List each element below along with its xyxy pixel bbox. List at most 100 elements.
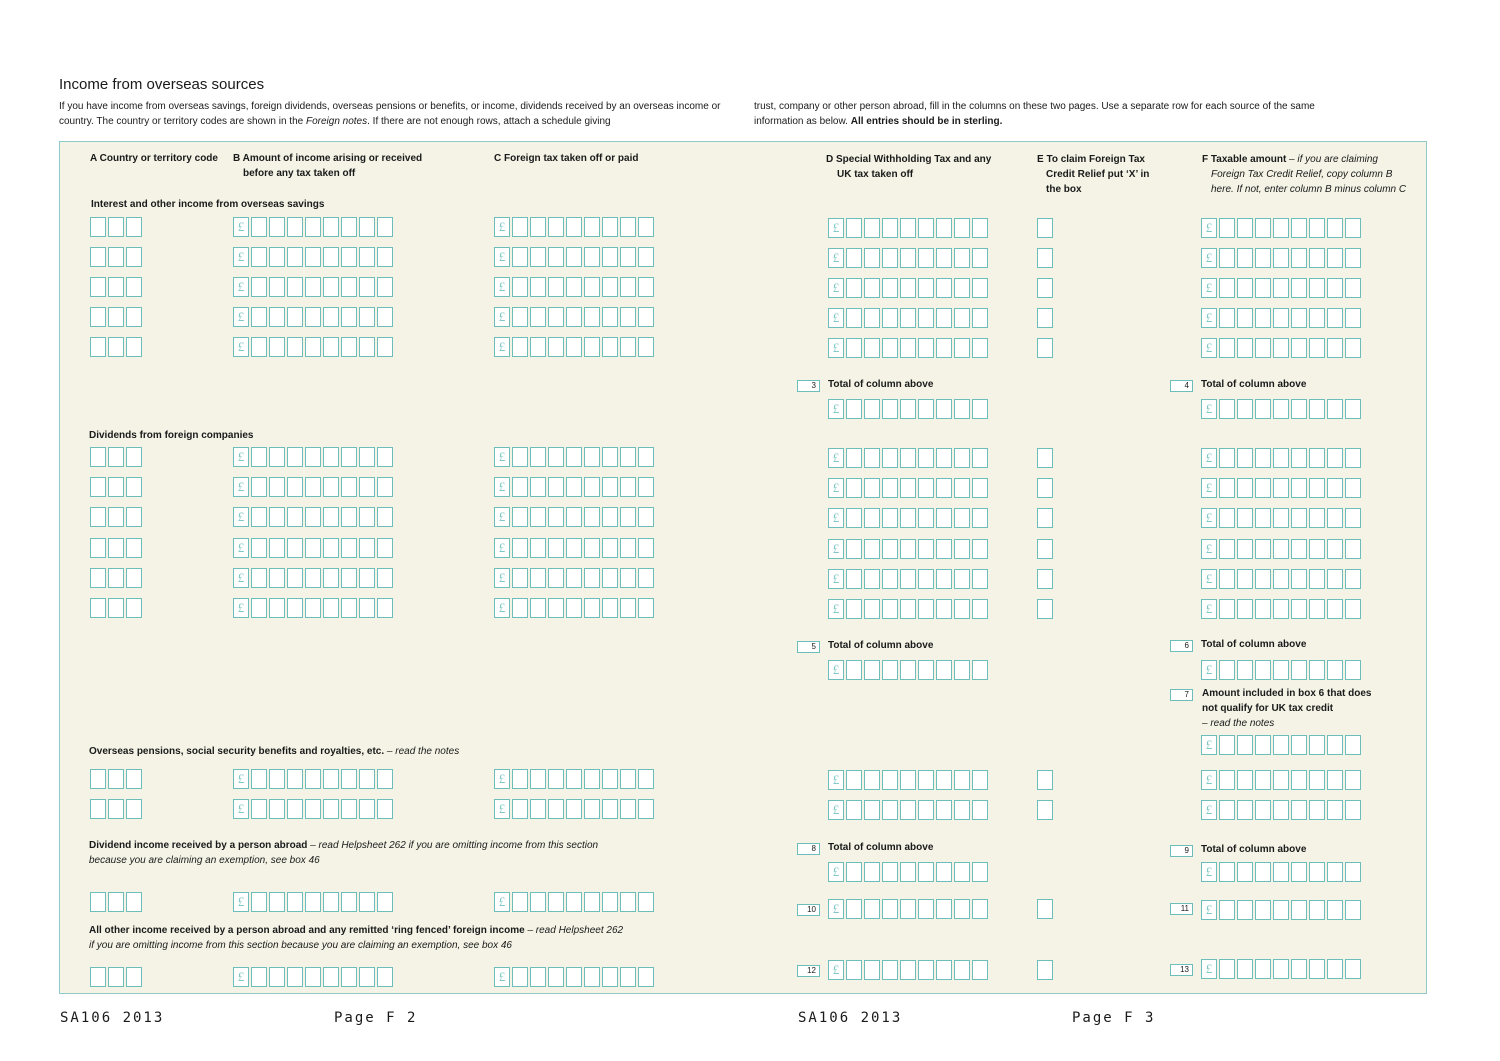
ftcr-checkbox[interactable] — [1037, 508, 1053, 528]
digit-box[interactable] — [90, 477, 106, 497]
digit-box[interactable] — [1255, 959, 1271, 979]
digit-box[interactable] — [882, 308, 898, 328]
digit-box[interactable] — [954, 599, 970, 619]
digit-box[interactable] — [846, 862, 862, 882]
digit-box[interactable] — [620, 247, 636, 267]
digit-box[interactable] — [972, 569, 988, 589]
digit-box[interactable] — [90, 538, 106, 558]
digit-box[interactable] — [1291, 569, 1307, 589]
digit-box[interactable] — [1237, 660, 1253, 680]
digit-box[interactable] — [846, 800, 862, 820]
digit-box[interactable] — [620, 892, 636, 912]
digit-box[interactable] — [620, 538, 636, 558]
taxable-amount-field[interactable]: £ — [1201, 218, 1361, 238]
digit-box[interactable] — [512, 477, 528, 497]
digit-box[interactable] — [287, 277, 303, 297]
digit-box[interactable] — [638, 799, 654, 819]
digit-box[interactable] — [126, 247, 142, 267]
digit-box[interactable] — [1291, 599, 1307, 619]
digit-box[interactable] — [1345, 900, 1361, 920]
digit-box[interactable] — [1037, 800, 1053, 820]
digit-box[interactable] — [1291, 448, 1307, 468]
digit-box[interactable] — [251, 892, 267, 912]
amount-income-field[interactable]: £ — [233, 307, 393, 327]
digit-box[interactable] — [1273, 770, 1289, 790]
digit-box[interactable] — [1255, 599, 1271, 619]
digit-box[interactable] — [954, 660, 970, 680]
digit-box[interactable] — [1219, 278, 1235, 298]
digit-box[interactable] — [584, 277, 600, 297]
digit-box[interactable] — [1237, 900, 1253, 920]
digit-box[interactable] — [566, 967, 582, 987]
country-code-field[interactable] — [90, 769, 142, 789]
digit-box[interactable] — [1345, 800, 1361, 820]
digit-box[interactable] — [126, 568, 142, 588]
ftcr-checkbox[interactable] — [1037, 960, 1053, 980]
digit-box[interactable] — [918, 800, 934, 820]
digit-box[interactable] — [126, 217, 142, 237]
digit-box[interactable] — [1219, 660, 1235, 680]
digit-box[interactable] — [323, 247, 339, 267]
digit-box[interactable] — [638, 507, 654, 527]
foreign-tax-field[interactable]: £ — [494, 337, 654, 357]
digit-box[interactable] — [1037, 448, 1053, 468]
digit-box[interactable] — [638, 769, 654, 789]
digit-box[interactable] — [323, 598, 339, 618]
digit-box[interactable] — [377, 598, 393, 618]
digit-box[interactable] — [846, 248, 862, 268]
digit-box[interactable] — [1255, 278, 1271, 298]
digit-box[interactable] — [638, 477, 654, 497]
digit-box[interactable] — [126, 337, 142, 357]
digit-box[interactable] — [108, 538, 124, 558]
digit-box[interactable] — [602, 892, 618, 912]
digit-box[interactable] — [602, 538, 618, 558]
digit-box[interactable] — [1219, 862, 1235, 882]
digit-box[interactable] — [918, 478, 934, 498]
amount-income-field[interactable]: £ — [233, 967, 393, 987]
digit-box[interactable] — [566, 277, 582, 297]
digit-box[interactable] — [1291, 770, 1307, 790]
digit-box[interactable] — [566, 769, 582, 789]
digit-box[interactable] — [584, 769, 600, 789]
digit-box[interactable] — [900, 248, 916, 268]
digit-box[interactable] — [972, 399, 988, 419]
digit-box[interactable] — [1037, 599, 1053, 619]
digit-box[interactable] — [341, 769, 357, 789]
foreign-tax-field[interactable]: £ — [494, 538, 654, 558]
digit-box[interactable] — [900, 278, 916, 298]
amount-income-field[interactable]: £ — [233, 769, 393, 789]
digit-box[interactable] — [530, 477, 546, 497]
withholding-tax-field[interactable]: £ — [828, 770, 988, 790]
box-9-total-field[interactable]: £ — [1201, 862, 1361, 882]
digit-box[interactable] — [512, 277, 528, 297]
digit-box[interactable] — [602, 217, 618, 237]
digit-box[interactable] — [900, 448, 916, 468]
digit-box[interactable] — [269, 538, 285, 558]
digit-box[interactable] — [1309, 308, 1325, 328]
digit-box[interactable] — [846, 399, 862, 419]
digit-box[interactable] — [602, 967, 618, 987]
digit-box[interactable] — [954, 862, 970, 882]
digit-box[interactable] — [882, 862, 898, 882]
digit-box[interactable] — [90, 307, 106, 327]
ftcr-checkbox[interactable] — [1037, 569, 1053, 589]
digit-box[interactable] — [108, 247, 124, 267]
digit-box[interactable] — [602, 568, 618, 588]
digit-box[interactable] — [359, 507, 375, 527]
digit-box[interactable] — [846, 218, 862, 238]
digit-box[interactable] — [377, 337, 393, 357]
taxable-amount-field[interactable]: £ — [1201, 508, 1361, 528]
digit-box[interactable] — [512, 568, 528, 588]
digit-box[interactable] — [1273, 862, 1289, 882]
digit-box[interactable] — [1255, 770, 1271, 790]
digit-box[interactable] — [1273, 959, 1289, 979]
digit-box[interactable] — [936, 800, 952, 820]
digit-box[interactable] — [251, 337, 267, 357]
digit-box[interactable] — [359, 277, 375, 297]
digit-box[interactable] — [512, 892, 528, 912]
digit-box[interactable] — [918, 862, 934, 882]
taxable-amount-field[interactable]: £ — [1201, 248, 1361, 268]
digit-box[interactable] — [530, 598, 546, 618]
digit-box[interactable] — [972, 660, 988, 680]
digit-box[interactable] — [882, 960, 898, 980]
